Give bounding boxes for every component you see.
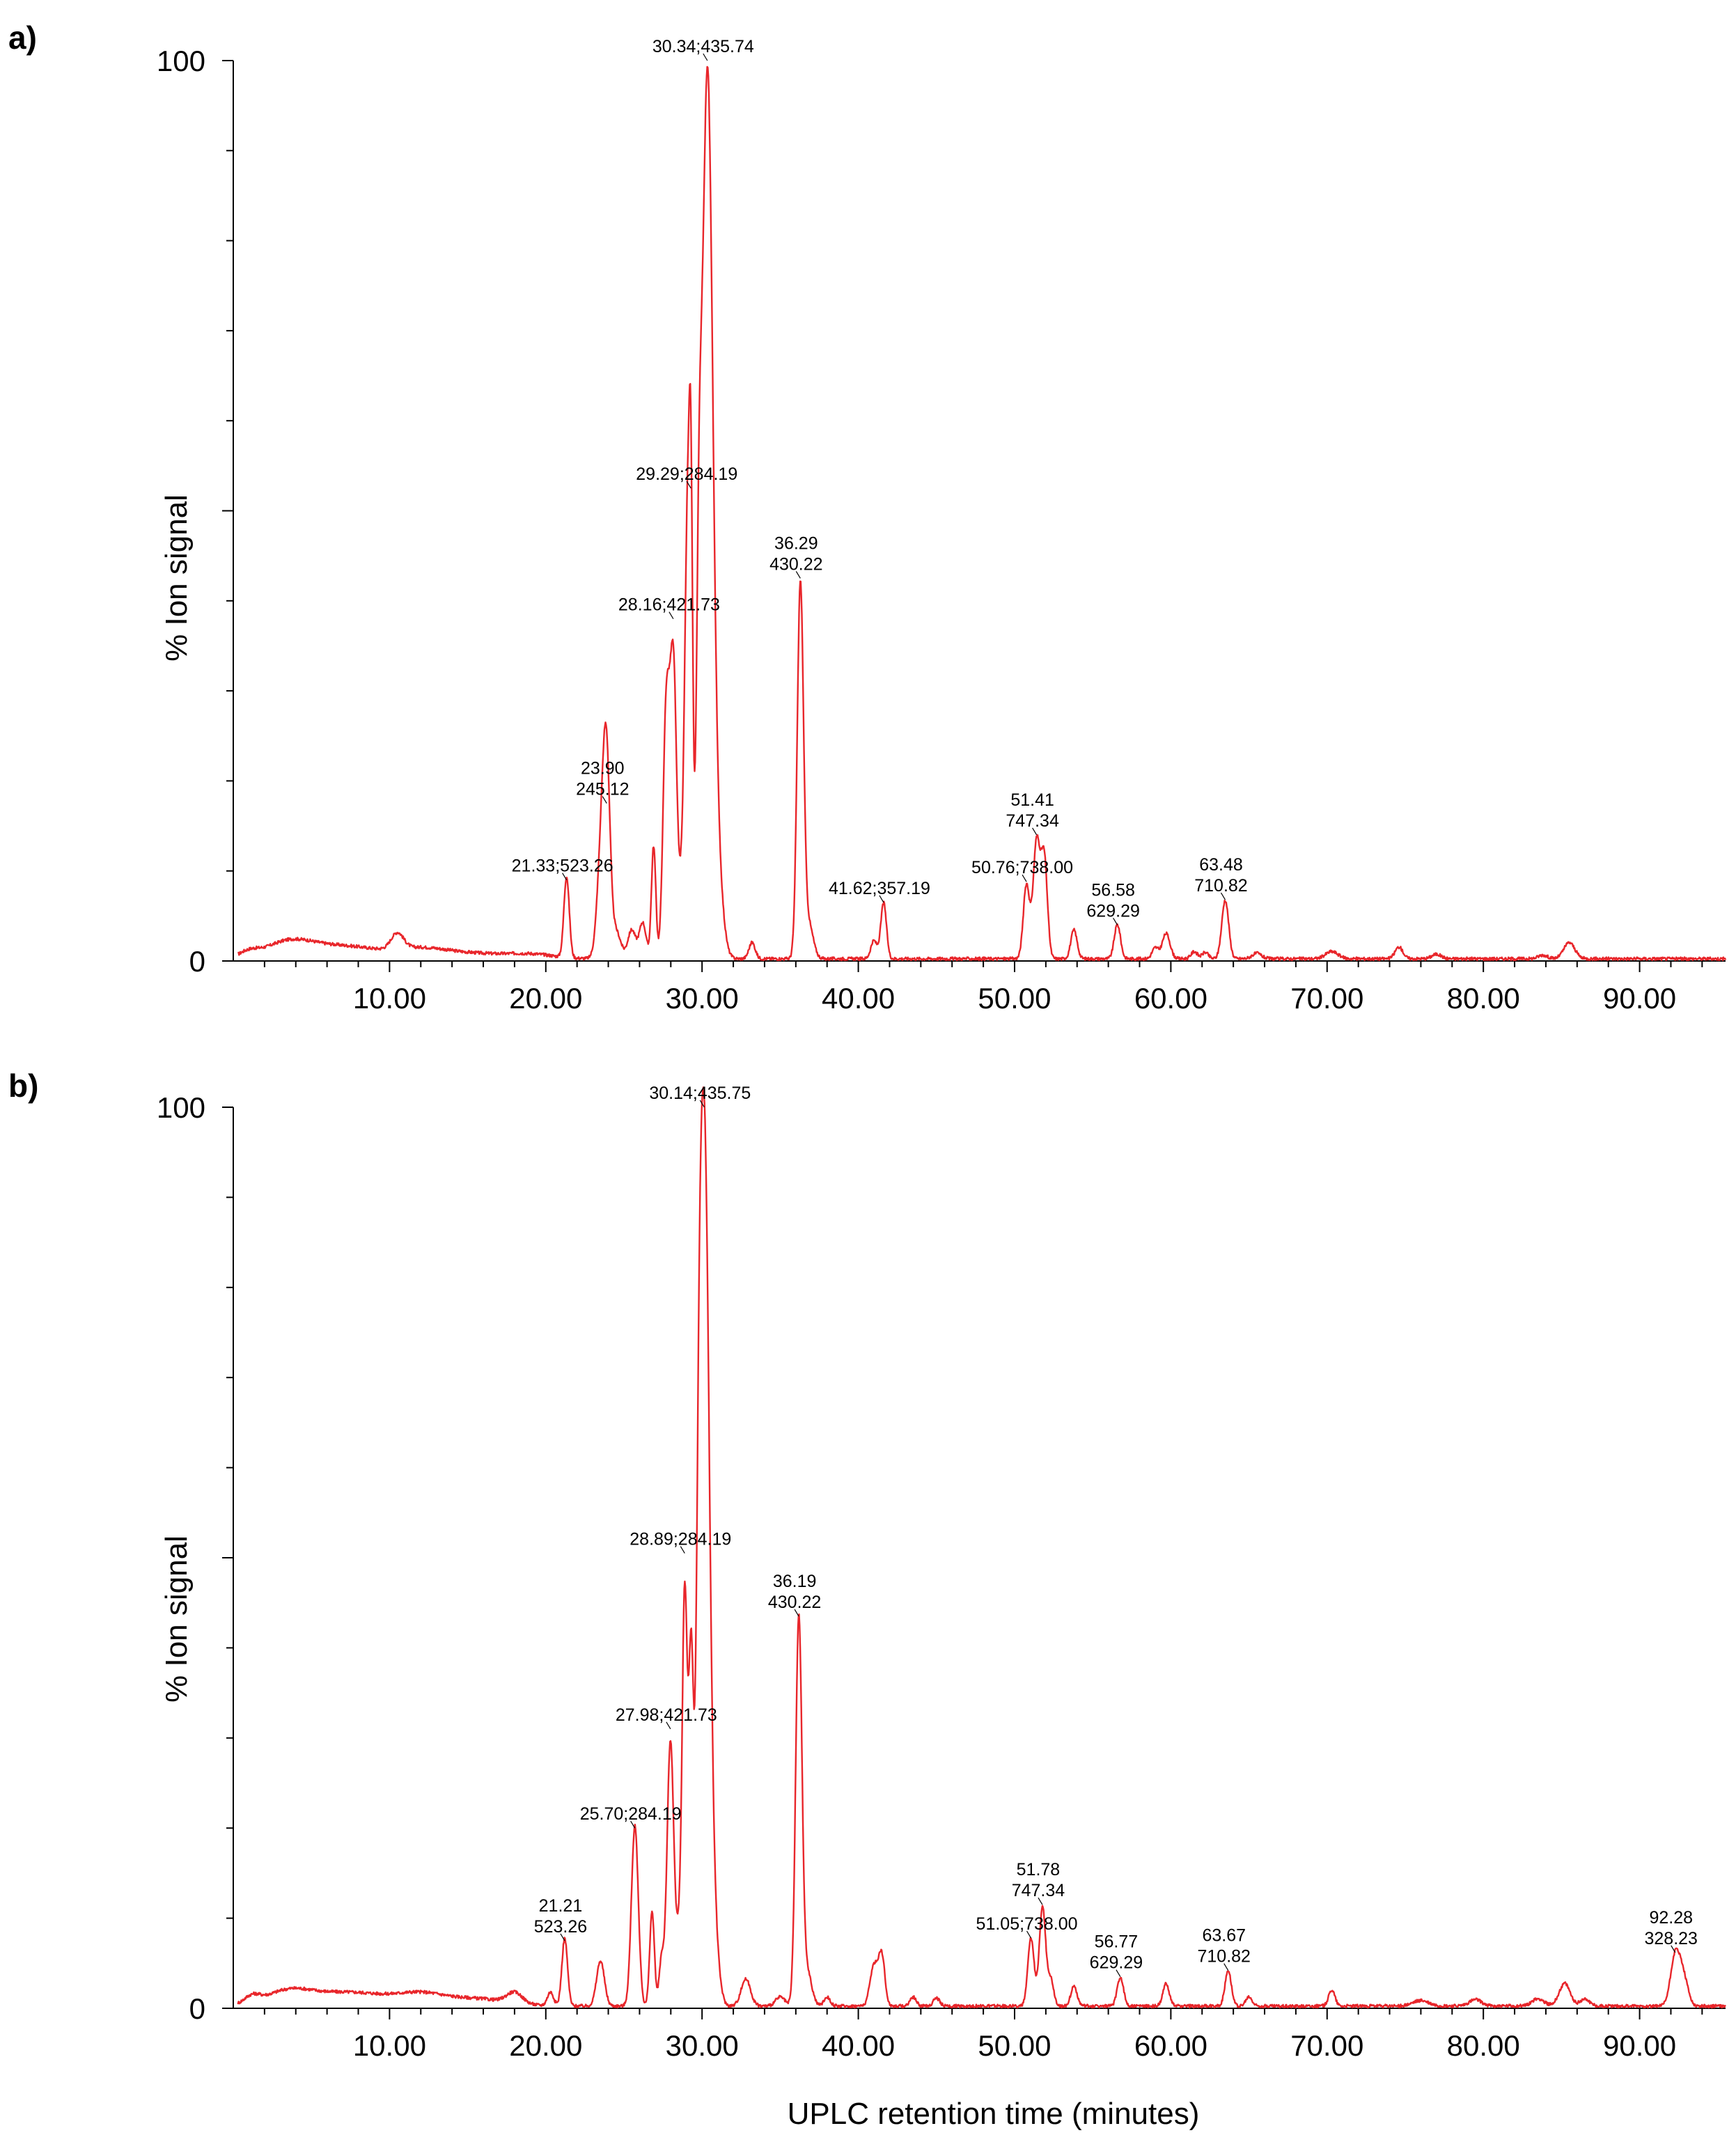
peak-label: 245.12 (576, 780, 629, 799)
peak-label: 56.58 (1091, 880, 1135, 900)
x-tick-label: 70.00 (1290, 2029, 1363, 2062)
peak-leader-line (879, 895, 884, 903)
chromatogram-trace (237, 65, 1727, 962)
chromatogram-panel-b: b) 0 100 10.00 20.00 30.00 40.00 50.00 60.00 70.0… (8, 1068, 1726, 2131)
peak-label: 23.90 (581, 759, 625, 779)
x-tick-label: 50.00 (978, 982, 1051, 1015)
peak-label: 21.21 (539, 1896, 583, 1916)
peak-leader-line (1038, 1897, 1043, 1905)
x-tick-label: 10.00 (353, 982, 426, 1015)
peak-label: 27.98;421.73 (616, 1705, 717, 1725)
peak-leader-line (1116, 1969, 1121, 1978)
peak-label: 629.29 (1086, 901, 1139, 921)
peak-leader-line (1220, 892, 1226, 900)
y-axis-title: % Ion signal (159, 494, 194, 662)
peak-label: 56.77 (1095, 1932, 1139, 1952)
x-tick-label: 20.00 (509, 982, 582, 1015)
peak-label: 30.34;435.74 (652, 37, 754, 56)
peak-leader-line (602, 796, 607, 804)
peak-label: 430.22 (769, 554, 822, 574)
peak-leader-line (668, 611, 674, 619)
peak-leader-line (666, 1721, 671, 1730)
peak-label: 28.89;284.19 (630, 1530, 731, 1549)
peak-label: 523.26 (534, 1917, 587, 1937)
y-tick-label: 0 (189, 945, 205, 978)
x-tick-label: 40.00 (822, 982, 895, 1015)
peak-label: 25.70;284.19 (580, 1804, 682, 1824)
peak-label: 51.41 (1010, 790, 1054, 810)
peak-label: 29.29;284.19 (636, 464, 737, 484)
x-tick-label: 90.00 (1603, 982, 1676, 1015)
peak-leader-line (1223, 1963, 1229, 1971)
peak-label: 50.76;738.00 (971, 858, 1073, 877)
peak-leader-line (1026, 1930, 1032, 1939)
peak-label: 92.28 (1649, 1908, 1693, 1928)
peak-label: 63.67 (1202, 1926, 1246, 1946)
peak-label: 328.23 (1645, 1929, 1698, 1948)
peak-leader-line (680, 1546, 685, 1554)
peak-label: 51.78 (1017, 1860, 1061, 1879)
peak-leader-line (795, 571, 801, 579)
x-tick-label: 30.00 (666, 2029, 739, 2062)
x-tick-label: 60.00 (1134, 982, 1207, 1015)
peak-label: 36.19 (773, 1572, 817, 1591)
y-tick-label: 100 (157, 45, 205, 77)
x-tick-label: 70.00 (1290, 982, 1363, 1015)
peak-leader-line (630, 1820, 636, 1829)
peak-leader-line (1032, 827, 1038, 836)
peak-leader-line (794, 1609, 799, 1617)
peak-label: 21.33;523.26 (512, 857, 613, 876)
panel-label: a) (8, 19, 37, 56)
peak-label: 63.48 (1199, 855, 1243, 875)
peak-label: 747.34 (1006, 811, 1059, 831)
peak-label: 710.82 (1194, 876, 1247, 896)
peak-leader-line (1113, 917, 1118, 925)
peak-leader-line (1022, 874, 1027, 882)
peak-label: 629.29 (1090, 1953, 1143, 1973)
x-tick-label: 40.00 (822, 2029, 895, 2062)
peak-label: 41.62;357.19 (829, 879, 930, 898)
peak-label: 430.22 (768, 1593, 821, 1612)
peak-label: 747.34 (1012, 1881, 1065, 1900)
x-axis-title: UPLC retention time (minutes) (788, 2097, 1200, 2131)
x-tick-label: 80.00 (1447, 982, 1520, 1015)
peak-label: 36.29 (774, 533, 818, 553)
chromatogram-trace (237, 1086, 1726, 2009)
peak-label: 51.05;738.00 (976, 1914, 1078, 1934)
peak-label: 28.16;421.73 (618, 595, 720, 615)
x-tick-label: 50.00 (978, 2029, 1051, 2062)
peak-label: 710.82 (1198, 1947, 1251, 1967)
x-tick-label: 20.00 (509, 2029, 582, 2062)
chromatogram-panel-a: a) 0 100 10.00 20.00 30.00 40.00 50.00 60.00 70.0… (8, 19, 1727, 1015)
peak-leader-line (1671, 1945, 1676, 1953)
x-tick-label: 60.00 (1134, 2029, 1207, 2062)
x-tick-label: 10.00 (353, 2029, 426, 2062)
y-tick-label: 0 (189, 1992, 205, 2025)
x-tick-label: 30.00 (666, 982, 739, 1015)
peak-leader-line (562, 873, 568, 880)
peak-label: 30.14;435.75 (649, 1084, 751, 1103)
peak-leader-line (703, 53, 708, 61)
x-tick-label: 90.00 (1603, 2029, 1676, 2062)
peak-leader-line (699, 1100, 705, 1108)
panel-label: b) (8, 1068, 38, 1104)
x-tick-label: 80.00 (1447, 2029, 1520, 2062)
y-axis-title: % Ion signal (159, 1535, 194, 1703)
peak-leader-line (560, 1933, 565, 1941)
y-tick-label: 100 (157, 1091, 205, 1124)
peak-leader-line (686, 480, 691, 489)
